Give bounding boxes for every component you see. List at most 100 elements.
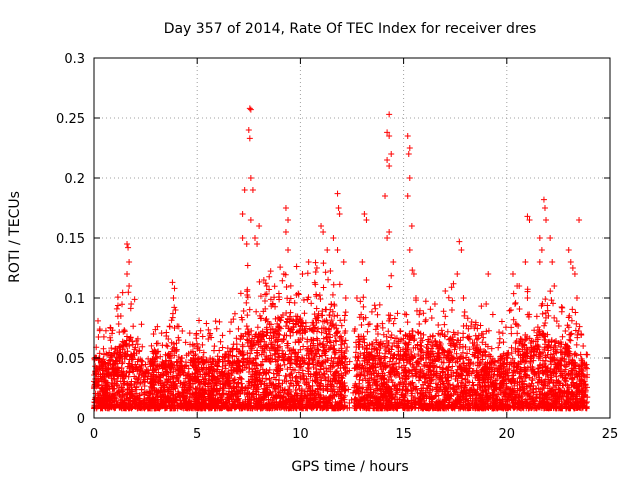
data-point xyxy=(353,373,360,380)
data-point xyxy=(120,387,127,394)
data-point xyxy=(393,342,400,349)
data-point xyxy=(342,337,349,344)
data-point xyxy=(338,394,345,401)
data-point xyxy=(426,363,433,370)
data-point xyxy=(541,346,548,353)
data-point xyxy=(444,388,451,395)
data-point xyxy=(119,375,126,382)
data-point xyxy=(409,404,416,411)
data-point xyxy=(154,355,161,362)
data-point xyxy=(337,341,344,348)
data-point xyxy=(385,328,392,335)
data-point xyxy=(322,377,329,384)
data-point xyxy=(339,338,346,345)
data-point xyxy=(523,357,530,364)
data-point xyxy=(466,346,473,353)
data-point xyxy=(259,375,266,382)
data-point xyxy=(248,379,255,386)
data-point xyxy=(334,329,341,336)
data-point xyxy=(415,351,422,358)
data-point xyxy=(119,346,126,353)
data-point xyxy=(245,378,252,385)
data-point xyxy=(576,404,583,411)
data-point xyxy=(428,345,435,352)
data-point xyxy=(95,382,102,389)
data-point xyxy=(411,336,418,343)
data-point xyxy=(424,385,431,392)
data-point xyxy=(96,366,103,373)
data-point xyxy=(275,388,282,395)
data-point xyxy=(96,350,103,357)
data-point xyxy=(143,397,150,404)
data-point xyxy=(396,374,403,381)
data-point xyxy=(387,334,394,341)
data-point xyxy=(313,335,320,342)
data-point xyxy=(421,361,428,368)
data-point xyxy=(470,381,477,388)
data-point xyxy=(120,368,127,375)
data-point xyxy=(101,376,108,383)
data-point xyxy=(243,323,250,330)
data-point xyxy=(515,360,522,367)
data-point xyxy=(551,339,558,346)
data-point xyxy=(263,375,270,382)
data-point xyxy=(490,391,497,398)
data-point xyxy=(380,379,387,386)
data-point xyxy=(204,383,211,390)
data-point xyxy=(456,397,463,404)
data-point xyxy=(584,371,591,378)
data-point xyxy=(299,370,306,377)
data-point xyxy=(519,378,526,385)
data-point xyxy=(275,363,282,370)
data-point xyxy=(116,392,123,399)
data-point xyxy=(469,351,476,358)
data-point xyxy=(284,319,291,326)
data-point xyxy=(536,388,543,395)
data-point xyxy=(393,385,400,392)
data-point xyxy=(291,398,298,405)
data-point xyxy=(287,371,294,378)
data-point xyxy=(315,347,322,354)
data-point xyxy=(225,383,232,390)
data-point xyxy=(424,348,431,355)
data-point xyxy=(311,396,318,403)
data-point xyxy=(363,403,370,410)
data-point xyxy=(493,396,500,403)
data-point xyxy=(153,366,160,373)
data-point xyxy=(249,366,256,373)
data-point xyxy=(295,328,302,335)
data-point xyxy=(266,366,273,373)
data-point xyxy=(207,381,214,388)
data-point xyxy=(344,361,351,368)
data-point xyxy=(213,387,220,394)
data-point xyxy=(354,353,361,360)
data-point xyxy=(129,338,136,345)
data-points xyxy=(91,105,591,412)
data-point xyxy=(182,375,189,382)
data-point xyxy=(541,385,548,392)
data-point xyxy=(105,405,112,412)
data-point xyxy=(384,379,391,386)
data-point xyxy=(241,361,248,368)
data-point xyxy=(561,376,568,383)
data-point xyxy=(261,369,268,376)
data-point xyxy=(181,381,188,388)
data-point xyxy=(516,398,523,405)
data-point xyxy=(170,386,177,393)
data-point xyxy=(346,404,353,411)
data-point xyxy=(332,337,339,344)
data-point xyxy=(361,349,368,356)
data-point xyxy=(582,381,589,388)
data-point xyxy=(388,331,395,338)
data-point xyxy=(279,386,286,393)
data-point xyxy=(526,387,533,394)
data-point xyxy=(443,365,450,372)
data-point xyxy=(257,343,264,350)
data-point xyxy=(192,395,199,402)
data-point xyxy=(462,343,469,350)
data-point xyxy=(566,405,573,412)
data-point xyxy=(312,350,319,357)
data-point xyxy=(528,344,535,351)
data-point xyxy=(542,392,549,399)
data-point xyxy=(427,387,434,394)
